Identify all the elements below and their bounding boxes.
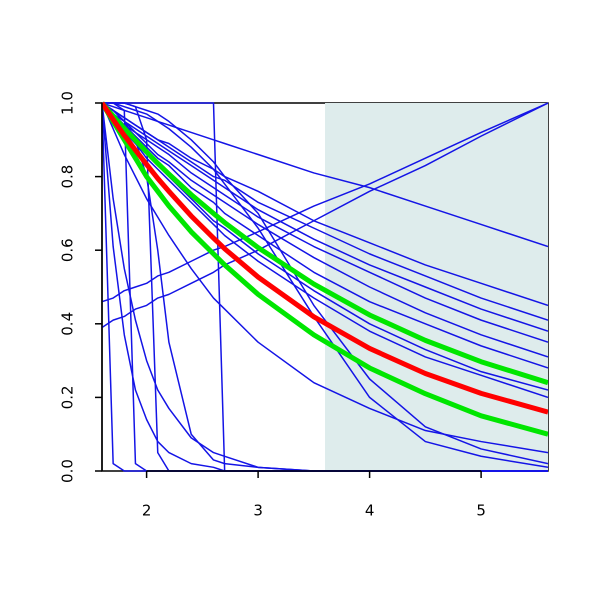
series-line [102, 101, 548, 437]
series-line [102, 102, 548, 369]
x-tick-label: 4 [365, 502, 375, 520]
series-line [102, 101, 548, 415]
series-line [102, 101, 548, 386]
x-tick-label: 3 [253, 502, 263, 520]
series-line [102, 102, 548, 332]
y-tick-label: 0.8 [59, 165, 77, 189]
y-tick-label: 1.0 [59, 91, 77, 115]
y-tick-label: 0.6 [59, 238, 77, 262]
series-line [102, 102, 548, 321]
y-tick-label: 0.0 [59, 459, 77, 483]
y-tick-label: 0.4 [59, 312, 77, 336]
x-tick-label: 2 [142, 502, 152, 520]
y-tick-label: 0.2 [59, 385, 77, 409]
series-line [102, 102, 548, 399]
series-line [102, 102, 548, 465]
series-line [102, 102, 548, 454]
series-line [102, 102, 548, 343]
series-line [102, 102, 548, 248]
series-line [102, 102, 548, 329]
highlight-region [325, 103, 548, 471]
series-line [102, 102, 548, 358]
x-tick-label: 5 [476, 502, 486, 520]
